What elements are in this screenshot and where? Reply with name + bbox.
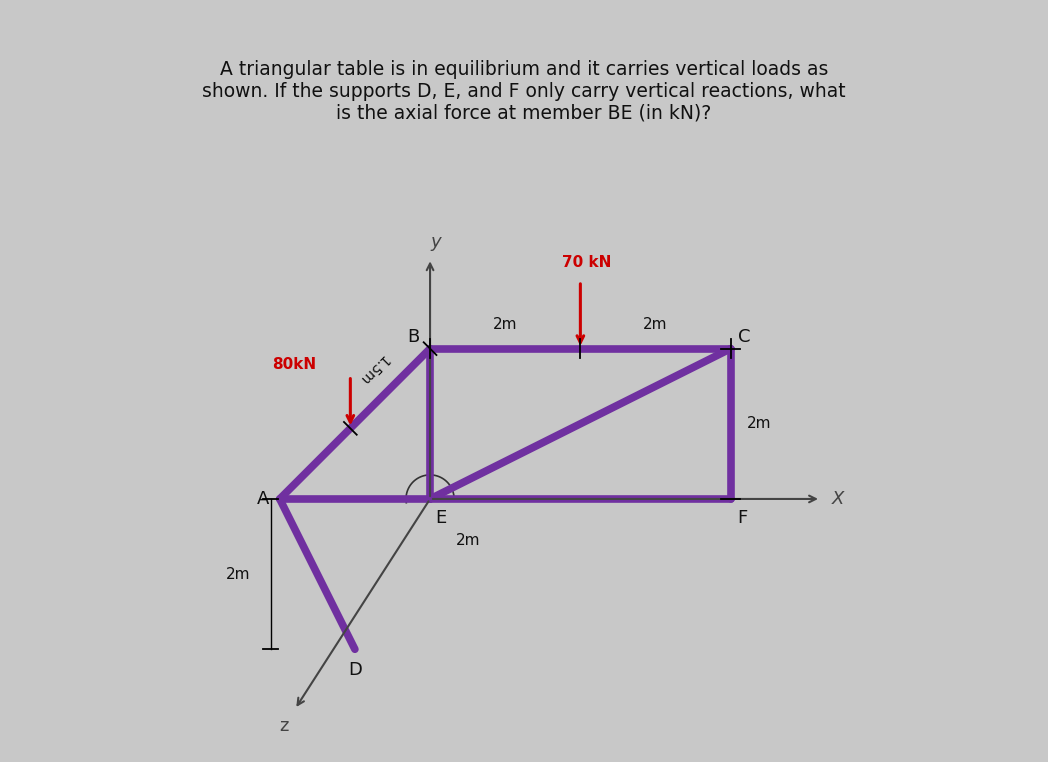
Text: 2m: 2m xyxy=(226,567,250,581)
Text: 2m: 2m xyxy=(747,416,771,431)
Text: 2m: 2m xyxy=(493,317,518,332)
Text: B: B xyxy=(408,328,419,347)
Text: A: A xyxy=(257,490,269,508)
Text: y: y xyxy=(431,233,441,251)
Text: z: z xyxy=(279,717,288,735)
Text: 2m: 2m xyxy=(456,533,480,548)
Text: F: F xyxy=(737,509,747,527)
Text: A triangular table is in equilibrium and it carries vertical loads as
shown. If : A triangular table is in equilibrium and… xyxy=(202,60,846,123)
Text: 70 kN: 70 kN xyxy=(562,255,611,270)
Text: X: X xyxy=(832,490,845,508)
Text: C: C xyxy=(738,328,750,347)
Text: 2m: 2m xyxy=(643,317,668,332)
Text: E: E xyxy=(436,509,446,527)
Text: 1.5m: 1.5m xyxy=(355,352,391,386)
Text: 80kN: 80kN xyxy=(272,357,316,372)
Text: D: D xyxy=(348,661,362,679)
